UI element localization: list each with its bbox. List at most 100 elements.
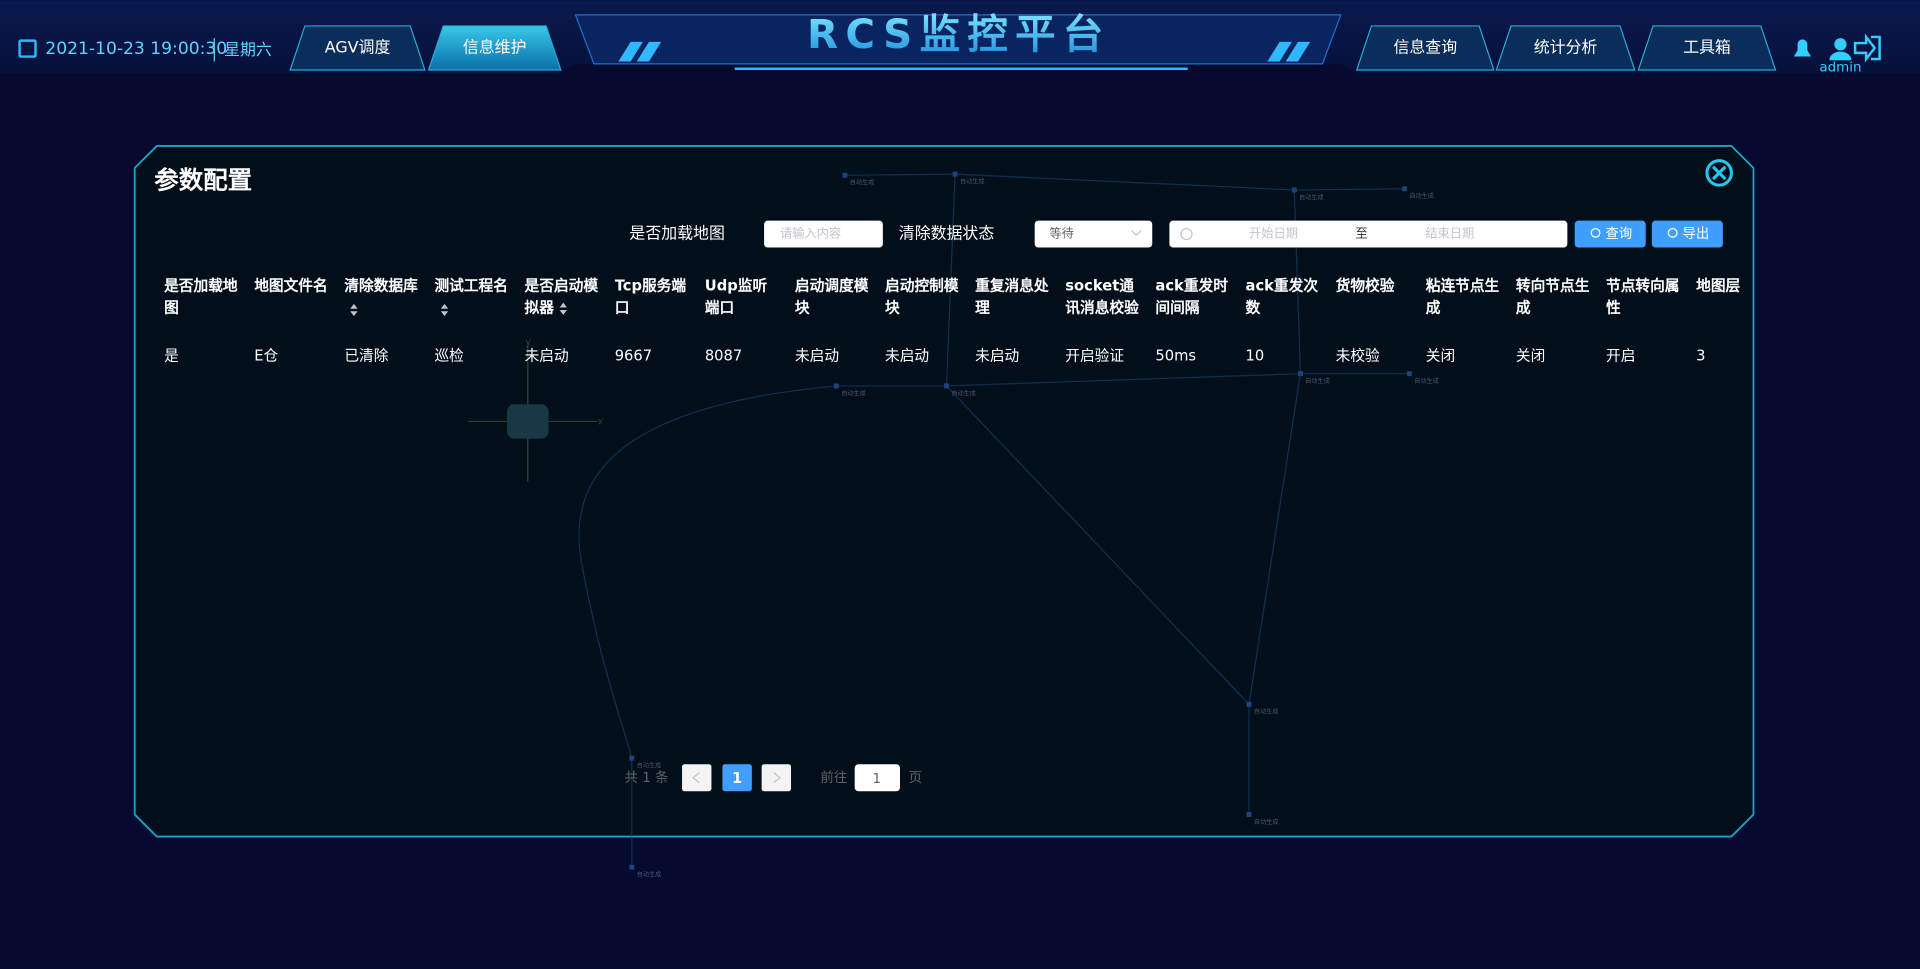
table-cell: 未启动 [795,348,839,365]
dialog [133,145,1755,838]
column-header: Udp监听端口 [704,276,768,317]
date-placeholder: 开始日期 [1249,227,1298,241]
table-cell: 3 [1696,348,1705,365]
map-node-label: 自动生成 [841,389,865,397]
column-header: 启动调度模块 [794,276,869,317]
map-node [1246,701,1252,707]
table-cell: 未启动 [975,348,1019,365]
table-cell: 已清除 [344,348,388,365]
column-header: socket通讯消息校验 [1065,276,1139,317]
agv [506,404,549,439]
input-placeholder: 请输入内容 [780,226,841,241]
nav-button[interactable] [427,25,562,71]
map-node-label: 自动生成 [850,179,874,187]
map-node-label: 自动生成 [1299,193,1323,201]
header-cell: ack重发次数 [1246,277,1318,316]
export-button[interactable] [1651,220,1723,248]
title-plate [574,14,1342,65]
header-cell: 节点转向属性 [1606,276,1680,317]
table-cell: 50ms [1155,348,1196,365]
column-header: ack重发时间间隔 [1155,276,1228,317]
map-node [1402,186,1407,192]
date-range[interactable] [1169,220,1568,248]
next-button[interactable] [761,764,792,792]
query-button[interactable] [1574,220,1646,248]
sort-icon[interactable] [440,303,449,317]
map-node [629,755,635,761]
table-cell: 未启动 [525,348,569,365]
select-value: 等待 [1049,227,1073,241]
filter-label: 是否加载地图 [629,224,724,243]
nav-button[interactable] [1355,25,1495,71]
column-header: 转向节点生成 [1515,276,1590,317]
axis-label: y [525,337,531,348]
map-node [833,383,839,389]
column-header: Tcp服务端口 [614,276,687,317]
nav-label: 工具箱 [1683,37,1731,56]
close-button[interactable] [1705,159,1733,187]
sort-icon[interactable] [350,303,358,317]
user-name: admin [1819,61,1861,76]
table-cell: 是 [164,348,179,365]
table-cell: 10 [1246,348,1265,365]
map-edge [946,373,1301,387]
logout-icon[interactable] [1853,33,1881,63]
clock-icon [1180,227,1193,241]
map-node-label: 自动生成 [1305,377,1329,385]
select[interactable] [1034,220,1153,248]
page-number: 1 [732,770,742,787]
map-node-label: 自动生成 [960,177,984,185]
map-node-label: 自动生成 [951,389,975,397]
column-header: 测试工程名 [434,276,508,295]
text-input[interactable] [764,220,883,248]
goto-value: 1 [872,772,881,787]
user-icon-body [1829,51,1852,61]
column-header: 是否启动模拟器 [524,276,599,317]
map-node-label: 自动生成 [1254,818,1278,826]
header-cell: 是否启动模拟器 [524,276,599,317]
map-node-label: 自动生成 [637,871,661,879]
table-cell: 8087 [705,348,742,365]
table-cell: 开启 [1606,348,1635,365]
page-button[interactable] [722,764,752,792]
user-icon[interactable] [1834,38,1847,51]
weekday: 星期六 [224,40,272,59]
map-edge [1294,188,1405,191]
nav-label: 信息查询 [1393,37,1457,56]
column-header: 节点转向属性 [1606,276,1680,317]
table-cell: 未启动 [885,348,929,365]
bell-icon[interactable] [1793,39,1812,57]
nav-button[interactable] [1637,25,1777,71]
header-cell: 粘连节点生成 [1425,276,1500,317]
axis-label: x [598,416,604,427]
button-label: 导出 [1682,226,1709,242]
nav-button[interactable] [289,25,426,71]
column-header: 重复消息处理 [975,276,1049,317]
table-cell: 关闭 [1426,348,1455,365]
prev-button[interactable] [682,764,712,792]
map-edge [578,385,837,759]
calendar-icon [18,39,37,58]
goto-input[interactable] [854,764,900,792]
header-cell: 转向节点生成 [1515,276,1590,317]
nav-label: 信息维护 [463,37,527,56]
map-node [952,171,958,177]
search-icon [1590,227,1601,238]
map-node [842,172,848,178]
column-header: 粘连节点生成 [1425,276,1500,317]
column-header: 是否加载地图 [164,276,238,317]
sort-icon[interactable] [559,302,567,315]
map-node [1246,812,1252,817]
header-cell: 地图文件名 [254,277,327,294]
map-node-label: 自动生成 [1254,708,1278,716]
close-x [1711,165,1727,181]
map-node [1297,371,1303,377]
map-edge [844,173,956,176]
nav-button[interactable] [1495,25,1636,71]
table-cell: 未校验 [1336,348,1380,365]
header-cell: 测试工程名 [434,276,508,295]
button-label: 查询 [1605,226,1632,242]
prev-arrow [692,772,700,784]
column-header: 启动控制模块 [885,276,959,317]
